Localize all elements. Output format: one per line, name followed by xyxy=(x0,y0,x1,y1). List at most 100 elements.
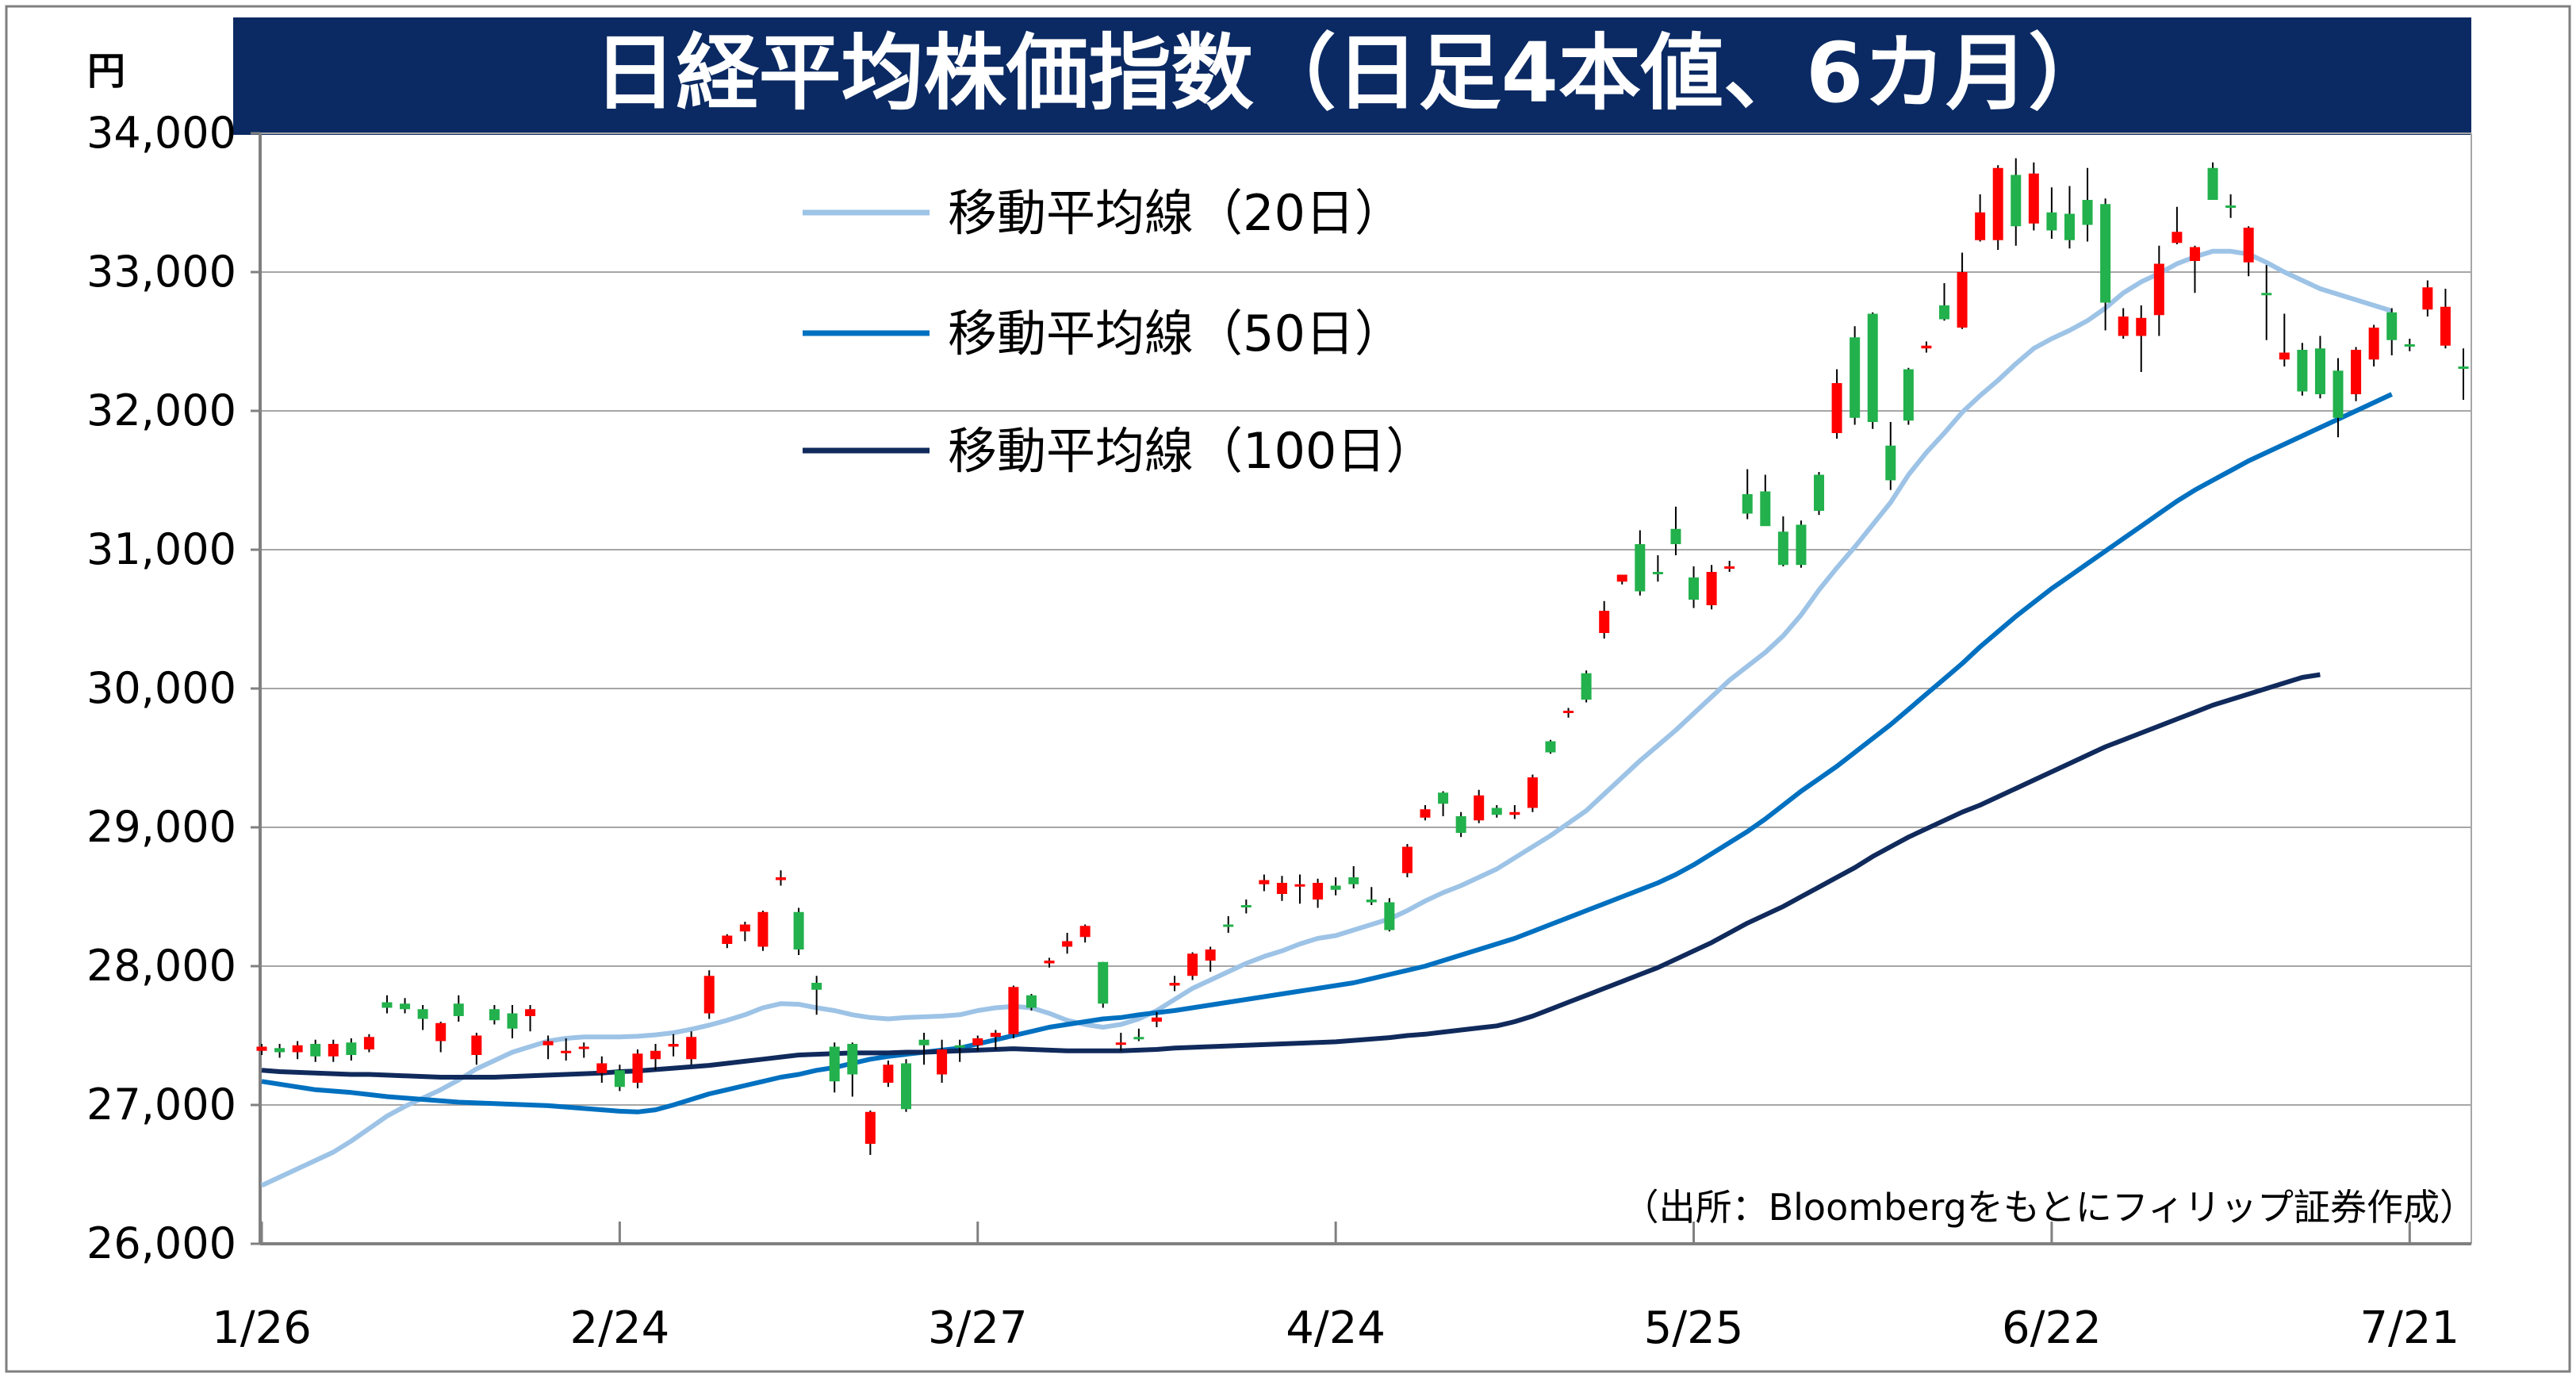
candle-body xyxy=(829,1046,840,1082)
candle-body xyxy=(1670,528,1681,544)
x-tick-label: 5/25 xyxy=(1644,1302,1744,1354)
candle-body xyxy=(525,1009,536,1016)
candle-body xyxy=(2314,348,2325,394)
candle-body xyxy=(1867,313,1878,422)
candle-body xyxy=(2082,200,2093,225)
candle-body xyxy=(507,1013,518,1029)
candle-body xyxy=(703,976,715,1014)
candle-body xyxy=(2136,317,2147,336)
candle-body xyxy=(1169,983,1180,986)
candle-body xyxy=(2333,370,2344,418)
candle-body xyxy=(632,1053,643,1083)
y-tick-label: 31,000 xyxy=(86,524,236,574)
candle-body xyxy=(1330,885,1341,890)
candle-body xyxy=(2404,344,2415,347)
candle-body xyxy=(310,1044,321,1057)
candle-body xyxy=(2440,306,2451,346)
legend-label: 移動平均線（50日） xyxy=(948,305,1404,363)
legend-label: 移動平均線（20日） xyxy=(948,184,1404,242)
candle-body xyxy=(1491,808,1502,815)
x-tick-label: 4/24 xyxy=(1286,1302,1386,1354)
candle-body xyxy=(1240,905,1252,907)
x-tick-label: 6/22 xyxy=(2002,1302,2102,1354)
candle-body xyxy=(578,1046,589,1049)
candle-body xyxy=(561,1050,572,1053)
candle-body xyxy=(757,911,769,947)
candle-body xyxy=(1025,995,1037,1008)
candle-body xyxy=(2243,228,2254,263)
candle-body xyxy=(1938,305,1949,320)
candle-body xyxy=(614,1070,625,1088)
candle-body xyxy=(1401,846,1413,873)
candle-body xyxy=(686,1037,697,1060)
candle-body xyxy=(363,1037,374,1049)
candle-body xyxy=(1975,212,1986,240)
candle-body xyxy=(1151,1017,1162,1022)
candle-body xyxy=(1348,877,1359,884)
ma20-line xyxy=(260,248,2393,1188)
candle-body xyxy=(1992,167,2003,240)
candle-body xyxy=(1563,711,1574,713)
title-banner xyxy=(233,17,2471,135)
candle-body xyxy=(883,1065,894,1083)
y-axis-unit: 円 xyxy=(87,49,125,94)
candle-body xyxy=(2261,293,2272,296)
chart-title: 日経平均株価指数（日足4本値、6カ月） xyxy=(594,25,2111,121)
candle-body xyxy=(1313,883,1324,900)
candle-body xyxy=(2368,328,2379,360)
candle-body xyxy=(1223,924,1234,927)
candle-body xyxy=(400,1003,411,1010)
candle-body xyxy=(739,924,750,932)
candle-body xyxy=(2279,352,2290,360)
candle-body xyxy=(776,877,787,880)
candle-body xyxy=(1474,795,1485,821)
candle-body xyxy=(1366,900,1377,903)
candle-body xyxy=(1599,611,1610,633)
x-tick-label: 1/26 xyxy=(212,1302,312,1354)
candle-body xyxy=(1276,883,1287,894)
candle-body xyxy=(1796,524,1807,566)
candle-body xyxy=(1616,574,1627,582)
candle-body xyxy=(2422,287,2433,310)
candle-body xyxy=(274,1048,286,1053)
candle-body xyxy=(1777,531,1788,566)
candle-body xyxy=(489,1009,500,1021)
legend-label: 移動平均線（100日） xyxy=(948,422,1435,480)
candle-body xyxy=(1814,474,1825,511)
candle-body xyxy=(1455,816,1466,833)
candle-body xyxy=(2028,173,2039,224)
candle-body xyxy=(1921,345,1932,349)
candle-body xyxy=(381,1002,393,1008)
candle-body xyxy=(1545,741,1556,753)
ma50-line xyxy=(261,392,2393,1114)
candle-body xyxy=(1205,949,1216,961)
candle-body xyxy=(1635,544,1646,592)
candle-body xyxy=(1581,673,1592,700)
candle-body xyxy=(1062,941,1073,947)
candle-body xyxy=(2189,247,2200,261)
candle-body xyxy=(1760,491,1771,527)
candle-body xyxy=(2225,205,2237,208)
candle-body xyxy=(2458,366,2469,369)
x-tick-label: 7/21 xyxy=(2359,1302,2459,1354)
candle-body xyxy=(1527,777,1538,808)
candle-body xyxy=(1098,961,1109,1004)
candle-body xyxy=(793,911,804,949)
candle-body xyxy=(2064,213,2075,240)
candle-body xyxy=(1420,809,1431,818)
candle-body xyxy=(1115,1042,1126,1045)
candle-body xyxy=(1706,572,1717,605)
candle-body xyxy=(328,1044,339,1057)
candle-body xyxy=(2297,350,2308,392)
y-tick-label: 26,000 xyxy=(86,1218,236,1268)
candle-body xyxy=(453,1003,464,1016)
candle-body xyxy=(847,1044,858,1075)
candle-body xyxy=(1008,987,1019,1034)
x-tick-label: 3/27 xyxy=(928,1302,1028,1354)
candle-body xyxy=(2207,167,2218,200)
candle-body xyxy=(1742,494,1753,514)
candle-body xyxy=(990,1033,1001,1038)
candle-body xyxy=(435,1022,447,1042)
candle-body xyxy=(1133,1037,1144,1040)
